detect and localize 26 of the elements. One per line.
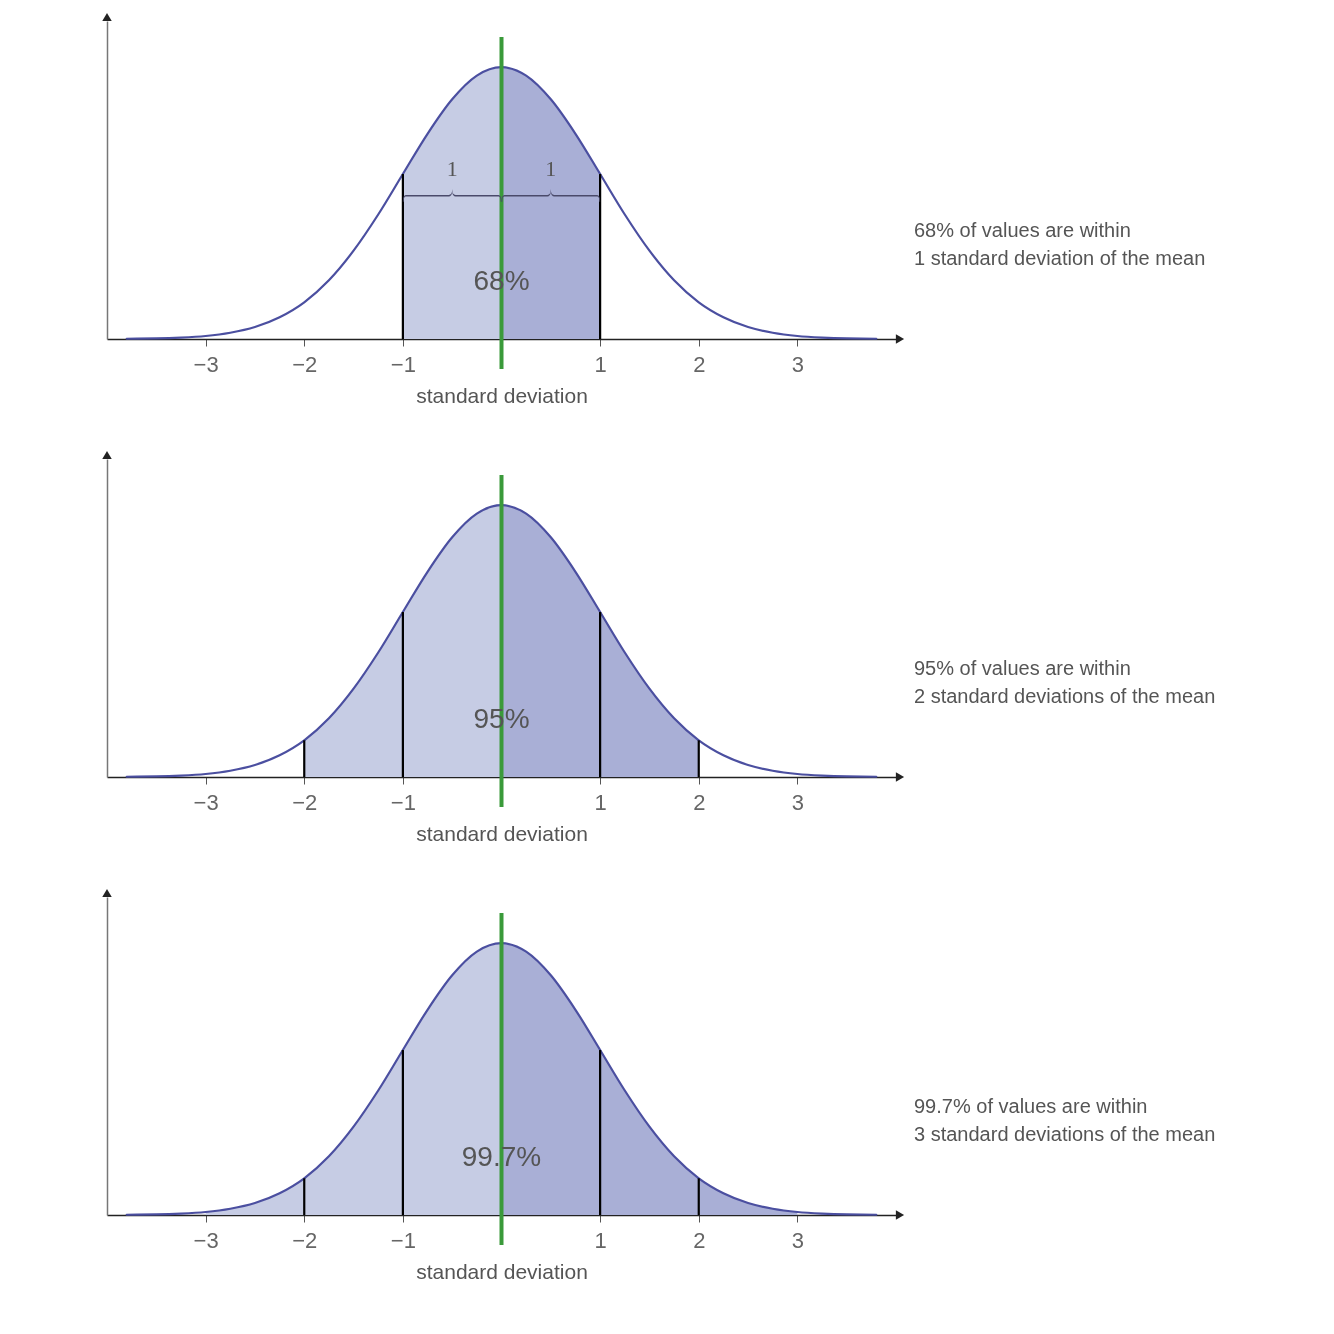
x-tick-label: −3 (193, 789, 219, 815)
x-tick-label: 1 (594, 351, 607, 377)
x-tick-label: 3 (791, 351, 804, 377)
x-tick-label: −2 (292, 351, 318, 377)
x-tick-label: 2 (693, 1227, 706, 1253)
x-tick-label: −1 (390, 1227, 416, 1253)
x-tick-label: 1 (594, 789, 607, 815)
x-tick-label: 1 (594, 1227, 607, 1253)
x-tick-label: 2 (693, 351, 706, 377)
text: 95% of values are within 2 standard deviations of the mean (914, 656, 1216, 707)
x-axis-title: standard deviation (416, 383, 588, 407)
x-tick-label: −1 (390, 789, 416, 815)
x-axis-title: standard deviation (416, 821, 588, 845)
x-axis-title: standard deviation (416, 1259, 588, 1283)
x-tick-label: −2 (292, 1227, 318, 1253)
annotation: 1 (446, 155, 458, 181)
text: 99.7% of values are within 3 standard deviations of the mean (914, 1094, 1216, 1145)
annotation: 1 (545, 155, 557, 181)
x-tick-label: 3 (791, 789, 804, 815)
text: 68% of values are within 1 standard deviation of the mean (914, 218, 1206, 269)
x-tick-label: 2 (693, 789, 706, 815)
x-tick-label: −3 (193, 1227, 219, 1253)
x-tick-label: −3 (193, 351, 219, 377)
x-tick-label: −1 (390, 351, 416, 377)
x-tick-label: −2 (292, 789, 318, 815)
x-tick-label: 3 (791, 1227, 804, 1253)
